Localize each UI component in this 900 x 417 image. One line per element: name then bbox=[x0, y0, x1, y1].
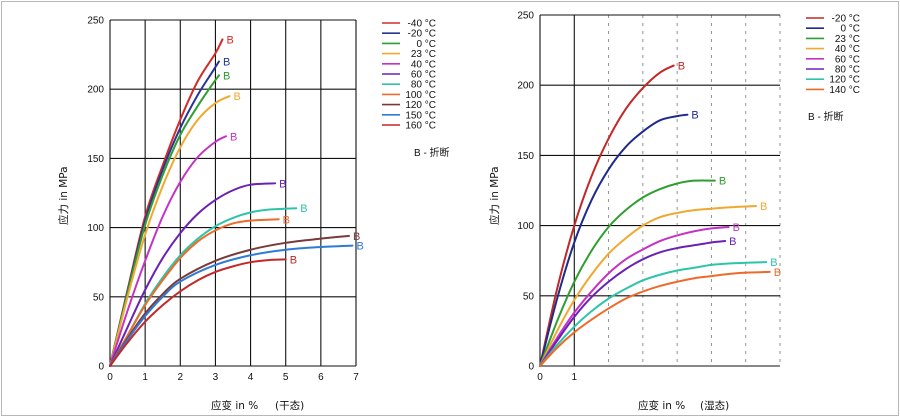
left-ytick-label: 50 bbox=[93, 292, 105, 303]
left-series-line bbox=[109, 95, 231, 367]
left-break-label: B bbox=[353, 231, 360, 243]
left-xtick-label: 1 bbox=[142, 372, 148, 383]
left-xtick-label: 2 bbox=[178, 372, 184, 383]
left-xtick-label: 3 bbox=[213, 372, 219, 383]
left-break-label: B bbox=[233, 91, 240, 103]
right-series-line bbox=[539, 240, 727, 367]
left-legend-label: -20 °C bbox=[408, 29, 436, 40]
right-series-line bbox=[539, 204, 757, 367]
left-legend-label: 80 °C bbox=[411, 80, 436, 91]
left-break-label: B bbox=[356, 241, 363, 253]
left-series-line bbox=[109, 234, 350, 367]
right-ytick-label: 150 bbox=[517, 151, 534, 162]
right-series-line bbox=[539, 113, 689, 367]
right-break-label: B bbox=[678, 61, 685, 73]
left-ytick-label: 250 bbox=[87, 16, 104, 27]
left-legend-label: 120 °C bbox=[405, 100, 436, 111]
left-legend-label: 23 °C bbox=[411, 49, 436, 60]
right-xlabel: 应变 in % bbox=[638, 399, 685, 412]
right-break-label: B bbox=[760, 201, 767, 213]
right-series-line bbox=[539, 261, 768, 367]
right-legend-label: 80 °C bbox=[835, 65, 860, 76]
right-legend-label: 60 °C bbox=[835, 54, 860, 65]
left-legend-label: 60 °C bbox=[411, 70, 436, 81]
left-break-label: B bbox=[230, 131, 237, 143]
right-break-label: B bbox=[691, 110, 698, 122]
left-ytick-label: 0 bbox=[98, 362, 104, 373]
right-ytick-label: 250 bbox=[517, 11, 534, 22]
left-xlabel-note: (干态) bbox=[275, 399, 304, 412]
left-series-line bbox=[109, 182, 277, 367]
right-ytick-label: 100 bbox=[517, 221, 534, 232]
right-break-label: B bbox=[729, 236, 736, 248]
left-xtick-label: 6 bbox=[318, 372, 324, 383]
left-xtick-label: 0 bbox=[107, 372, 113, 383]
left-legend-label: 150 °C bbox=[405, 110, 436, 121]
left-break-label: B bbox=[300, 203, 307, 215]
left-legend-label: 40 °C bbox=[411, 59, 436, 70]
right-series-line bbox=[539, 64, 675, 367]
left-ytick-label: 100 bbox=[87, 223, 104, 234]
left-ytick-label: 150 bbox=[87, 154, 104, 165]
right-ytick-label: 50 bbox=[523, 291, 535, 302]
left-break-legend: B - 折断 bbox=[414, 146, 450, 159]
left-break-label: B bbox=[226, 34, 233, 46]
left-legend-label: 0 °C bbox=[416, 39, 436, 50]
left-legend-label: -40 °C bbox=[408, 19, 436, 30]
right-legend-label: 23 °C bbox=[835, 34, 860, 45]
left-xlabel: 应变 in % bbox=[211, 399, 258, 412]
right-legend-label: 120 °C bbox=[829, 75, 860, 86]
left-legend-label: 100 °C bbox=[405, 90, 436, 101]
left-series-line bbox=[109, 207, 298, 367]
right-legend-label: 140 °C bbox=[829, 85, 860, 96]
right-series-line bbox=[539, 226, 730, 367]
left-xtick-label: 5 bbox=[283, 372, 289, 383]
left-ylabel: 应力 in MPa bbox=[57, 166, 70, 225]
left-legend-label: 160 °C bbox=[405, 121, 436, 132]
left-break-label: B bbox=[283, 214, 290, 226]
right-ytick-label: 0 bbox=[528, 362, 534, 373]
left-series-line bbox=[109, 244, 354, 367]
left-ytick-label: 200 bbox=[87, 85, 104, 96]
left-series-line bbox=[109, 258, 287, 367]
left-break-label: B bbox=[223, 70, 230, 82]
left-xtick-label: 7 bbox=[353, 372, 359, 383]
right-break-label: B bbox=[719, 176, 726, 188]
left-series-line bbox=[109, 38, 224, 367]
right-legend-label: 40 °C bbox=[835, 44, 860, 55]
left-series-line bbox=[109, 218, 280, 367]
right-legend-label: -20 °C bbox=[832, 14, 860, 25]
right-break-legend: B - 折断 bbox=[808, 110, 844, 123]
right-xtick-label: 1 bbox=[572, 372, 578, 383]
right-break-label: B bbox=[770, 257, 777, 269]
right-break-label: B bbox=[774, 267, 781, 279]
left-break-label: B bbox=[279, 178, 286, 190]
right-break-label: B bbox=[733, 222, 740, 234]
left-break-label: B bbox=[290, 254, 297, 266]
right-series-line bbox=[539, 179, 716, 367]
right-xtick-label: 0 bbox=[537, 372, 543, 383]
right-legend-label: 0 °C bbox=[840, 24, 860, 35]
left-series-line bbox=[109, 74, 220, 367]
left-series-line bbox=[109, 135, 227, 367]
right-ylabel: 应力 in MPa bbox=[488, 166, 501, 225]
right-xlabel-note: (湿态) bbox=[700, 399, 729, 412]
right-series-line bbox=[539, 270, 771, 367]
left-xtick-label: 4 bbox=[248, 372, 254, 383]
right-ytick-label: 200 bbox=[517, 81, 534, 92]
left-break-label: B bbox=[223, 57, 230, 69]
